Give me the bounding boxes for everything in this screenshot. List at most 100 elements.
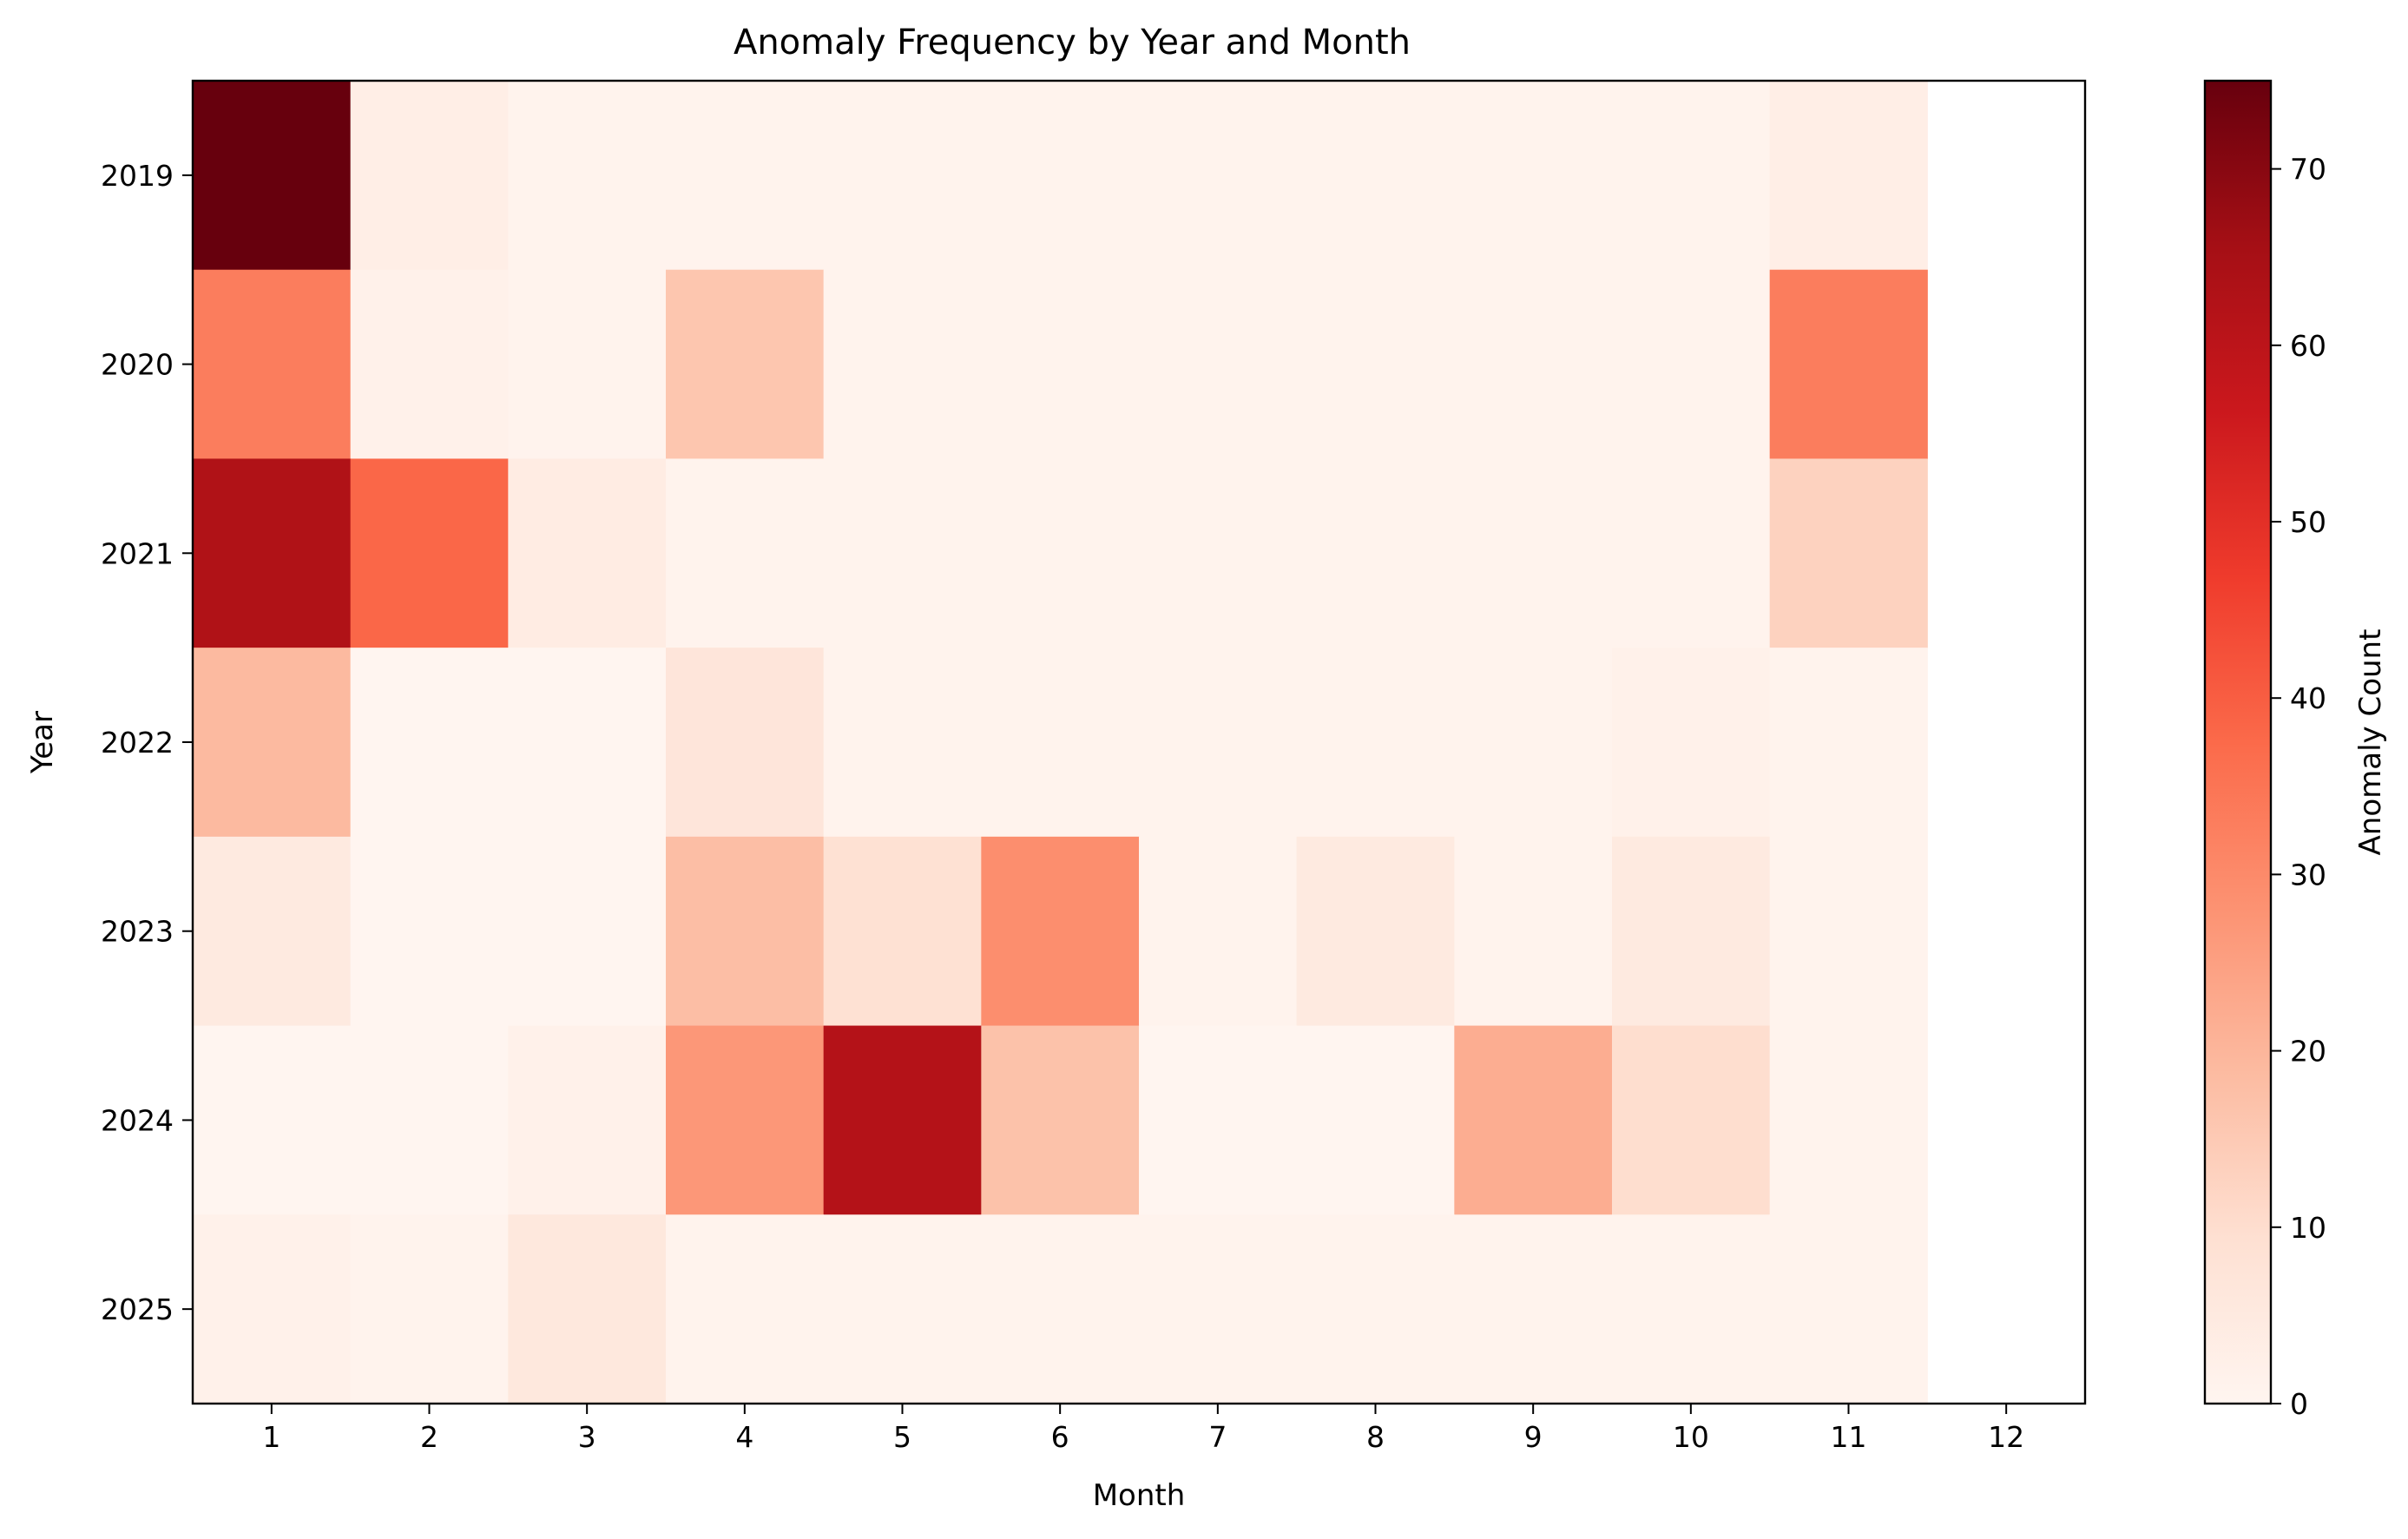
heatmap-cell-2025-9 bbox=[1454, 1214, 1612, 1404]
heatmap-cell-2024-1 bbox=[193, 1026, 351, 1215]
heatmap-cell-2024-9 bbox=[1454, 1026, 1612, 1215]
heatmap-cell-2022-5 bbox=[824, 648, 982, 837]
colorbar-label: Anomaly Count bbox=[2353, 629, 2388, 856]
colorbar-tick-label: 70 bbox=[2290, 153, 2326, 187]
heatmap-cell-2024-2 bbox=[351, 1026, 509, 1215]
heatmap-cell-2023-2 bbox=[351, 837, 509, 1026]
colorbar-ticks: 0 10 20 30 40 50 60 70 bbox=[2271, 153, 2326, 1421]
heatmap-cell-2019-3 bbox=[508, 81, 666, 270]
heatmap-cell-2025-7 bbox=[1139, 1214, 1297, 1404]
colorbar-tick-label: 30 bbox=[2290, 858, 2326, 891]
y-tick-label: 2025 bbox=[101, 1292, 174, 1326]
colorbar-tick-label: 50 bbox=[2290, 505, 2326, 539]
heatmap-cell-2022-3 bbox=[508, 648, 666, 837]
heatmap-cell-2023-7 bbox=[1139, 837, 1297, 1026]
x-tick-label: 12 bbox=[1988, 1420, 2024, 1454]
colorbar-tick-label: 40 bbox=[2290, 681, 2326, 715]
heatmap-cell-2025-11 bbox=[1770, 1214, 1928, 1404]
heatmap-cell-2023-1 bbox=[193, 837, 351, 1026]
heatmap-cell-2023-8 bbox=[1297, 837, 1455, 1026]
x-axis-label: Month bbox=[1093, 1478, 1186, 1513]
y-axis-ticks: 2019 2020 2021 2022 2023 2024 2025 bbox=[101, 159, 193, 1326]
colorbar-tick-label: 10 bbox=[2290, 1211, 2326, 1245]
heatmap-cell-2025-5 bbox=[824, 1214, 982, 1404]
y-tick-label: 2020 bbox=[101, 348, 174, 382]
x-tick-label: 8 bbox=[1366, 1420, 1385, 1454]
heatmap-cell-2023-6 bbox=[981, 837, 1139, 1026]
y-tick-label: 2019 bbox=[101, 159, 174, 193]
heatmap-cell-2019-7 bbox=[1139, 81, 1297, 270]
heatmap-cell-2019-11 bbox=[1770, 81, 1928, 270]
x-tick-label: 2 bbox=[420, 1420, 438, 1454]
heatmap-cell-2022-10 bbox=[1612, 648, 1770, 837]
heatmap-cell-2025-6 bbox=[981, 1214, 1139, 1404]
heatmap-cell-2021-3 bbox=[508, 458, 666, 648]
heatmap-cell-2024-6 bbox=[981, 1026, 1139, 1215]
heatmap-cell-2023-10 bbox=[1612, 837, 1770, 1026]
heatmap-cell-2020-2 bbox=[351, 270, 509, 459]
heatmap-cell-2025-1 bbox=[193, 1214, 351, 1404]
heatmap-cell-2020-1 bbox=[193, 270, 351, 459]
y-tick-label: 2024 bbox=[101, 1103, 174, 1137]
heatmap-cell-2020-7 bbox=[1139, 270, 1297, 459]
y-tick-label: 2021 bbox=[101, 536, 174, 570]
x-tick-label: 6 bbox=[1051, 1420, 1069, 1454]
x-tick-label: 7 bbox=[1208, 1420, 1227, 1454]
heatmap-cell-2022-6 bbox=[981, 648, 1139, 837]
heatmap-cell-2024-3 bbox=[508, 1026, 666, 1215]
heatmap-cell-2021-6 bbox=[981, 458, 1139, 648]
heatmap-cell-2022-2 bbox=[351, 648, 509, 837]
heatmap-cell-2024-8 bbox=[1297, 1026, 1455, 1215]
heatmap-cell-2020-11 bbox=[1770, 270, 1928, 459]
heatmap-cell-2020-8 bbox=[1297, 270, 1455, 459]
heatmap-cell-2021-9 bbox=[1454, 458, 1612, 648]
colorbar-tick-label: 60 bbox=[2290, 329, 2326, 363]
colorbar-tick-label: 20 bbox=[2290, 1035, 2326, 1069]
heatmap-cells bbox=[193, 81, 1928, 1404]
heatmap-cell-2021-7 bbox=[1139, 458, 1297, 648]
heatmap-cell-2021-8 bbox=[1297, 458, 1455, 648]
x-tick-label: 4 bbox=[735, 1420, 753, 1454]
heatmap-cell-2022-11 bbox=[1770, 648, 1928, 837]
heatmap-cell-2019-4 bbox=[666, 81, 824, 270]
heatmap-cell-2023-11 bbox=[1770, 837, 1928, 1026]
heatmap-cell-2024-5 bbox=[824, 1026, 982, 1215]
heatmap-cell-2023-4 bbox=[666, 837, 824, 1026]
heatmap-cell-2022-7 bbox=[1139, 648, 1297, 837]
heatmap-cell-2020-3 bbox=[508, 270, 666, 459]
heatmap-cell-2021-2 bbox=[351, 458, 509, 648]
heatmap-cell-2025-8 bbox=[1297, 1214, 1455, 1404]
heatmap-cell-2025-2 bbox=[351, 1214, 509, 1404]
x-tick-label: 5 bbox=[893, 1420, 911, 1454]
x-tick-label: 9 bbox=[1524, 1420, 1543, 1454]
x-tick-label: 1 bbox=[262, 1420, 280, 1454]
heatmap-cell-2025-4 bbox=[666, 1214, 824, 1404]
heatmap-cell-2024-4 bbox=[666, 1026, 824, 1215]
heatmap-cell-2024-7 bbox=[1139, 1026, 1297, 1215]
heatmap-cell-2019-2 bbox=[351, 81, 509, 270]
y-axis-label: Year bbox=[25, 711, 60, 774]
heatmap-cell-2025-3 bbox=[508, 1214, 666, 1404]
heatmap-cell-2020-5 bbox=[824, 270, 982, 459]
heatmap-cell-2019-10 bbox=[1612, 81, 1770, 270]
y-tick-label: 2022 bbox=[101, 726, 174, 760]
heatmap-cell-2021-10 bbox=[1612, 458, 1770, 648]
heatmap-cell-2022-4 bbox=[666, 648, 824, 837]
heatmap-cell-2020-4 bbox=[666, 270, 824, 459]
colorbar bbox=[2205, 81, 2271, 1404]
heatmap-cell-2023-5 bbox=[824, 837, 982, 1026]
heatmap-cell-2021-4 bbox=[666, 458, 824, 648]
heatmap-cell-2019-5 bbox=[824, 81, 982, 270]
heatmap-cell-2019-8 bbox=[1297, 81, 1455, 270]
heatmap-cell-2020-9 bbox=[1454, 270, 1612, 459]
x-tick-label: 11 bbox=[1831, 1420, 1867, 1454]
heatmap-cell-2019-9 bbox=[1454, 81, 1612, 270]
heatmap-cell-2023-3 bbox=[508, 837, 666, 1026]
chart-title: Anomaly Frequency by Year and Month bbox=[734, 23, 1411, 62]
heatmap-cell-2019-6 bbox=[981, 81, 1139, 270]
heatmap-cell-2022-9 bbox=[1454, 648, 1612, 837]
heatmap-cell-2021-1 bbox=[193, 458, 351, 648]
y-tick-label: 2023 bbox=[101, 915, 174, 949]
heatmap-cell-2023-9 bbox=[1454, 837, 1612, 1026]
